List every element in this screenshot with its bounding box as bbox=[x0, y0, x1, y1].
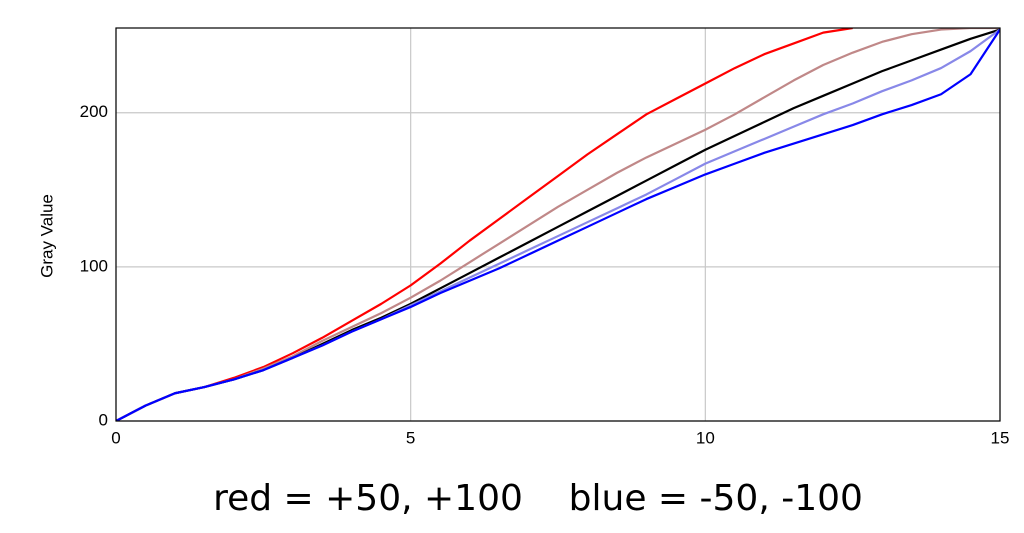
y-tick-label: 100 bbox=[80, 256, 108, 275]
series-line bbox=[116, 28, 1000, 421]
y-axis-label: Gray Value bbox=[37, 194, 56, 278]
x-tick-label: 5 bbox=[406, 428, 415, 447]
plot-frame bbox=[115, 27, 1001, 422]
annotation: red = +50, +100 blue = -50, -100 bbox=[213, 478, 863, 519]
y-tick-label: 200 bbox=[80, 102, 108, 121]
series-line bbox=[116, 28, 1000, 421]
series-line bbox=[116, 28, 853, 421]
series-line bbox=[116, 28, 1000, 421]
series-line bbox=[116, 28, 1000, 421]
x-tick-label: 10 bbox=[696, 428, 715, 447]
x-tick-label: 15 bbox=[991, 428, 1010, 447]
plot-area bbox=[116, 28, 1000, 421]
x-tick-label: 0 bbox=[111, 428, 120, 447]
grid bbox=[115, 28, 1001, 422]
y-tick-label: 0 bbox=[99, 410, 108, 429]
